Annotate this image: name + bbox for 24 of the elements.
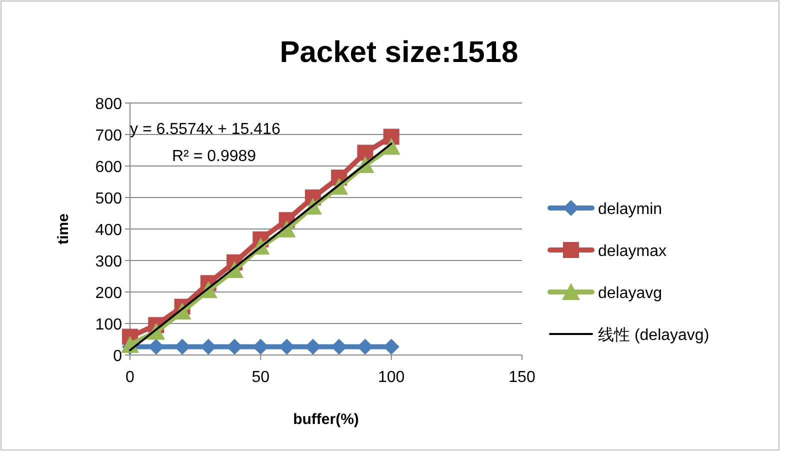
y-axis-title: time	[55, 214, 72, 244]
point	[383, 128, 400, 145]
legend-label: delayavg	[598, 285, 662, 302]
y-tick-label: 500	[95, 190, 122, 208]
y-tick-label: 600	[95, 159, 122, 176]
annotation: R² = 0.9989	[172, 148, 256, 165]
y-tick-label: 700	[95, 128, 122, 144]
legend-label: delaymin	[598, 201, 662, 218]
y-tick-label: 0	[113, 348, 122, 365]
x-tick-label: 150	[508, 369, 536, 386]
x-tick-label: 100	[378, 369, 405, 386]
y-tick-label: 100	[95, 316, 122, 334]
y-tick-label: 400	[95, 222, 122, 239]
point	[382, 138, 400, 155]
chart-title: Packet size:1518	[280, 36, 518, 69]
legend-label: delaymax	[598, 243, 666, 260]
y-tick-label: 300	[95, 254, 122, 270]
y-tick-label: 200	[95, 285, 122, 302]
annotation: y = 6.5574x + 15.416	[130, 121, 280, 138]
y-tick-label: 800	[95, 96, 122, 113]
x-axis-title: buffer(%)	[293, 411, 359, 428]
legend-label: 线性 (delayavg)	[598, 326, 710, 344]
x-tick-label: 0	[126, 369, 135, 386]
x-tick-label: 50	[252, 369, 270, 386]
